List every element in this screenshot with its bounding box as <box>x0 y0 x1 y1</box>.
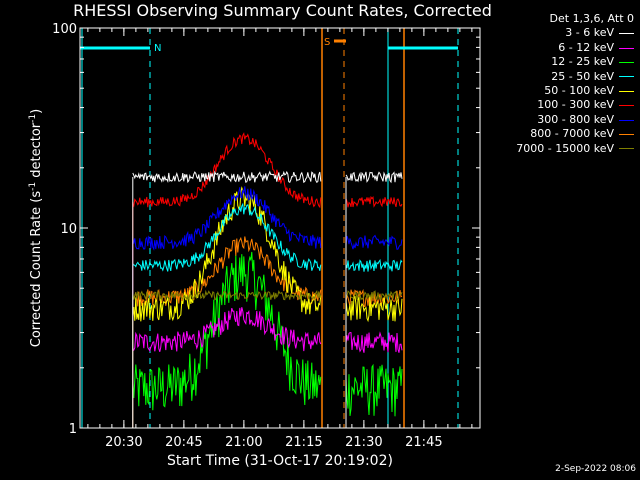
series-trace <box>345 171 403 184</box>
y-axis-label-end: ) <box>29 108 45 114</box>
x-tick-label: 21:00 <box>225 435 262 450</box>
legend-label: 7000 - 15000 keV <box>516 141 614 155</box>
legend-label: 3 - 6 keV <box>565 26 614 40</box>
legend-label: 6 - 12 keV <box>558 40 614 54</box>
legend-entry: 6 - 12 keV <box>516 41 634 55</box>
y-axis-label-mid: detector <box>29 122 45 182</box>
series-trace <box>345 288 403 308</box>
series-trace <box>345 195 403 208</box>
date-stamp: 2-Sep-2022 08:06 <box>555 464 636 474</box>
series-trace <box>345 295 403 323</box>
legend-label: 12 - 25 keV <box>551 55 614 69</box>
y-tick-label: 100 <box>52 22 77 37</box>
chart-title: RHESSI Observing Summary Count Rates, Co… <box>73 1 492 20</box>
legend-label: 300 - 800 keV <box>537 112 614 126</box>
series-trace <box>345 234 403 250</box>
series-3-6-kev <box>132 170 403 428</box>
series-trace <box>132 186 322 322</box>
x-tick-label: 20:30 <box>105 435 142 450</box>
series-trace <box>345 290 403 302</box>
legend-entry: 12 - 25 keV <box>516 55 634 69</box>
legend-label: 50 - 100 keV <box>544 84 614 98</box>
series-trace <box>132 307 322 353</box>
series-trace <box>132 251 322 411</box>
y-tick-label: 10 <box>60 222 77 237</box>
tick-layer: 20:30 20:45 21:00 21:15 21:30 21:45 1 10 100 <box>52 22 480 450</box>
legend: Det 1,3,6, Att 0 3 - 6 keV 6 - 12 keV 12 -… <box>516 12 634 156</box>
legend-swatch <box>619 119 634 121</box>
legend-entry: 300 - 800 keV <box>516 113 634 127</box>
y-tick-label: 1 <box>69 422 77 437</box>
legend-entry: 50 - 100 keV <box>516 84 634 98</box>
attenuator-label: N <box>154 43 161 54</box>
series-trace <box>132 202 322 272</box>
legend-entry: 100 - 300 keV <box>516 98 634 112</box>
series-layer <box>132 132 403 428</box>
legend-swatch <box>619 47 634 49</box>
y-axis-label: Corrected Count Rate (s-1 detector-1) <box>28 109 44 347</box>
saa-label: S <box>324 37 330 48</box>
legend-swatch <box>619 133 634 135</box>
x-tick-label: 21:45 <box>405 435 442 450</box>
legend-entry: 3 - 6 keV <box>516 26 634 40</box>
legend-label: 25 - 50 keV <box>551 69 614 83</box>
y-axis-label-sup1: -1 <box>27 181 38 191</box>
series-6-12-kev <box>132 307 403 428</box>
legend-swatch <box>619 33 634 35</box>
legend-label: 800 - 7000 keV <box>530 127 614 141</box>
x-axis-label: Start Time (31-Oct-17 20:19:02) <box>167 453 393 469</box>
x-tick-label: 20:45 <box>165 435 202 450</box>
series-trace <box>345 363 403 417</box>
legend-header: Det 1,3,6, Att 0 <box>549 12 634 25</box>
legend-swatch <box>619 105 634 107</box>
series-trace <box>132 170 322 184</box>
legend-swatch <box>619 90 634 92</box>
y-axis-label-sup2: -1 <box>27 113 38 123</box>
series-trace <box>132 236 322 307</box>
x-tick-label: 21:30 <box>345 435 382 450</box>
x-tick-label: 21:15 <box>285 435 322 450</box>
legend-swatch <box>619 76 634 78</box>
series-trace <box>132 132 322 209</box>
plot-frame <box>79 27 481 429</box>
series-trace <box>132 186 322 251</box>
legend-entry: 25 - 50 keV <box>516 70 634 84</box>
legend-entry: 7000 - 15000 keV <box>516 142 634 156</box>
series-trace <box>345 331 403 353</box>
legend-entry: 800 - 7000 keV <box>516 127 634 141</box>
y-axis-label-main: Corrected Count Rate (s <box>29 190 45 348</box>
legend-label: 100 - 300 keV <box>537 98 614 112</box>
annotation-layer: NS <box>80 28 459 428</box>
series-trace <box>345 258 403 272</box>
series-trace <box>132 289 322 302</box>
legend-swatch <box>619 148 634 150</box>
legend-swatch <box>619 61 634 63</box>
